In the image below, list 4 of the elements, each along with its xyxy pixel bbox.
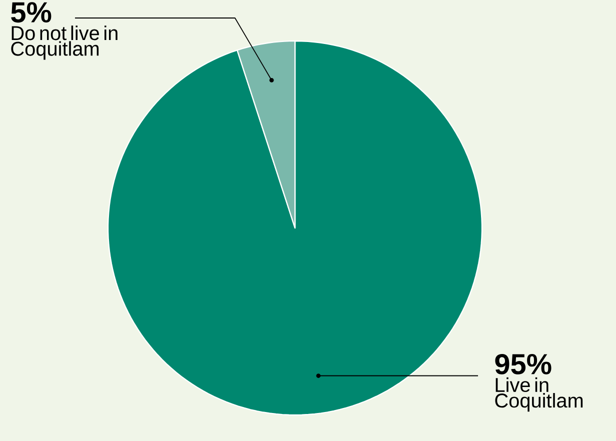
slice-label: Live in Coquitlam	[495, 377, 583, 412]
data-label: 5%	[11, 2, 52, 23]
data-label: 95%	[495, 354, 552, 374]
slice-label: Do not live in Coquitlam	[11, 26, 118, 60]
